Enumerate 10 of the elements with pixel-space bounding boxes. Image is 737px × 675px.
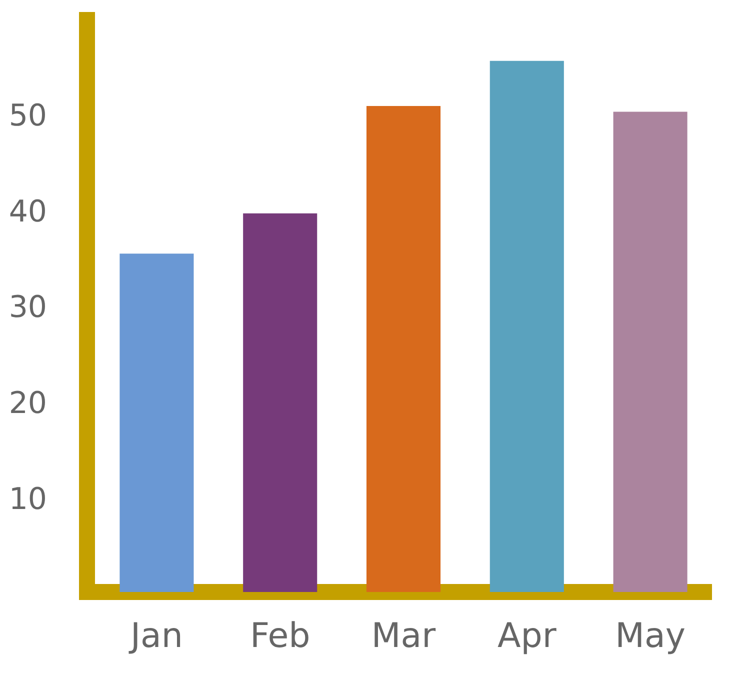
x-tick-label: Mar	[371, 616, 436, 656]
x-tick-label: Feb	[250, 616, 310, 656]
y-tick-label: 10	[8, 482, 47, 517]
y-tick-label: 50	[8, 98, 47, 134]
x-tick-label: May	[615, 616, 686, 656]
y-tick-label: 20	[8, 386, 47, 422]
y-tick-label: 40	[8, 194, 47, 230]
x-tick-label: Apr	[497, 616, 556, 656]
x-tick-label: Jan	[128, 616, 183, 656]
y-tick-label: 30	[8, 290, 47, 326]
